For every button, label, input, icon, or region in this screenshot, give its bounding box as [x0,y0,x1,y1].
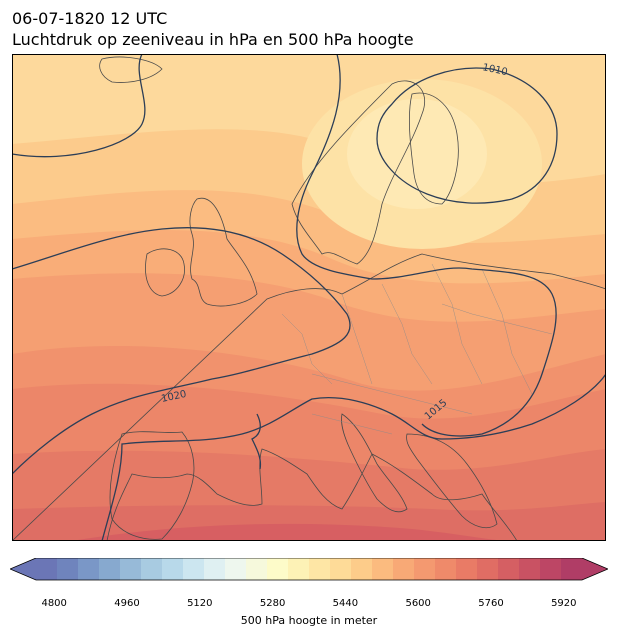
country-border [341,293,373,385]
height-band [347,99,487,209]
colorbar-tick-label: 4960 [114,598,140,609]
colorbar-cell [204,558,226,580]
colorbar-tick-label: 5440 [332,598,359,609]
country-border [431,263,483,385]
country-border [441,303,553,335]
isobar-label: 1010 [481,62,508,78]
coastline-britain [189,197,258,307]
colorbar-cell [99,558,121,580]
colorbar [10,558,608,581]
colorbar-cell [519,558,541,580]
height-band [72,523,512,541]
colorbar-tick-label: 5920 [551,598,577,609]
colorbar-cell [246,558,268,580]
colorbar-tick-label: 4800 [41,598,67,609]
colorbar-cell [120,558,142,580]
colorbar-cell [540,558,562,580]
colorbar-cell [372,558,394,580]
isobar-contour [101,373,606,541]
colorbar-cell [393,558,415,580]
colorbar-cell [456,558,478,580]
colorbar-cell [36,558,58,580]
coastline-continent [12,253,606,541]
coastline-balkans [406,433,498,529]
weather-map: 1010 1015 1020 [12,54,606,541]
colorbar-cell [435,558,457,580]
colorbar-cell [162,558,184,580]
colorbar-extend-min [10,558,36,580]
colorbar-tick-label: 5600 [405,598,431,609]
colorbar-cell [330,558,352,580]
colorbar-label: 500 hPa hoogte in meter [240,614,378,627]
coastline-italy [341,413,408,513]
colorbar-cell [477,558,499,580]
colorbar-cell [351,558,373,580]
colorbar-cell [414,558,436,580]
colorbar-cell [561,558,583,580]
country-border [281,313,333,385]
country-border [481,268,533,395]
country-border [311,413,393,435]
isobar-contour [251,413,262,470]
colorbar-cell [309,558,331,580]
colorbar-cell [183,558,205,580]
colorbar-cell [78,558,100,580]
colorbar-cell [225,558,247,580]
colorbar-tick-label: 5120 [187,598,213,609]
isobar-contour [12,227,351,475]
isobar-contour [12,54,146,158]
coastline-finland [408,92,459,205]
country-border [381,283,433,385]
isobar-label: 1020 [160,389,187,405]
colorbar-extend-max [582,558,608,580]
coastline-iceland [99,56,163,83]
isobar-contour [376,67,558,204]
isobar-contour [296,54,557,437]
country-border [311,373,473,415]
coastline-scandinavia [291,80,425,265]
colorbar-cell [57,558,79,580]
colorbar-cell [267,558,289,580]
coastline-iberia [109,431,195,540]
colorbar-cell [141,558,163,580]
map-title-description: Luchtdruk op zeeniveau in hPa en 500 hPa… [12,30,414,49]
colorbar-tick-label: 5280 [259,598,286,609]
map-title-datetime: 06-07-1820 12 UTC [12,9,168,28]
colorbar-cell [288,558,310,580]
coastline-ireland [145,248,185,297]
colorbar-tick-label: 5760 [478,598,504,609]
colorbar-cell [498,558,520,580]
